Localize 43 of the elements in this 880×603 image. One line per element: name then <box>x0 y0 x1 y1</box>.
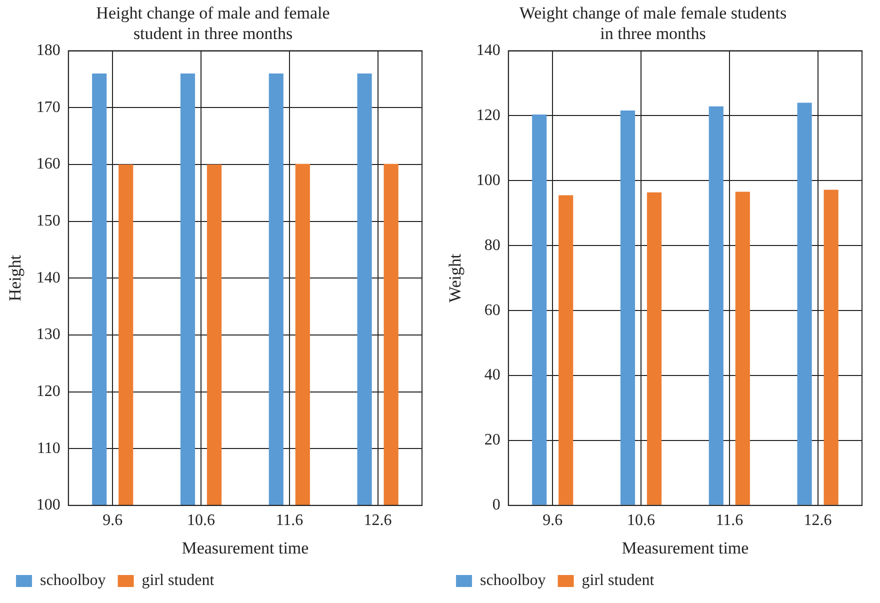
bar <box>620 110 636 505</box>
y-tick-label: 160 <box>36 156 60 173</box>
bar <box>824 190 838 505</box>
y-axis-title: Weight <box>446 253 465 302</box>
legend-label: schoolboy <box>40 572 106 590</box>
bar <box>646 192 662 505</box>
y-tick-label: 170 <box>36 98 60 116</box>
y-tick-label: 40 <box>484 366 500 384</box>
x-tick-label: 10.6 <box>187 512 215 530</box>
x-tick-label: 12.6 <box>364 512 392 530</box>
bar <box>558 195 574 505</box>
x-tick-label: 12.6 <box>804 512 832 530</box>
y-tick-label: 120 <box>476 106 500 124</box>
chart-title: Weight change of male female students in three months <box>519 4 787 44</box>
x-axis-title: Measurement time <box>182 538 309 558</box>
x-tick-label: 9.6 <box>542 512 563 530</box>
y-tick-label: 140 <box>476 42 500 60</box>
bar <box>735 192 750 505</box>
y-tick-label: 20 <box>484 432 500 449</box>
y-tick-label: 120 <box>36 382 60 400</box>
y-axis-title: Height <box>6 254 25 302</box>
legend-label: schoolboy <box>480 572 546 590</box>
y-tick-label: 80 <box>484 236 500 254</box>
y-tick-label: 180 <box>36 42 60 60</box>
y-tick-label: 110 <box>36 440 60 457</box>
x-tick-label: 11.6 <box>716 512 744 530</box>
y-tick-label: 140 <box>36 269 60 286</box>
x-tick-label: 10.6 <box>627 512 655 530</box>
y-tick-label: 100 <box>36 496 60 514</box>
y-tick-label: 0 <box>492 496 500 514</box>
y-tick-label: 100 <box>476 172 500 189</box>
legend-label: girl student <box>142 572 215 590</box>
y-tick-label: 150 <box>36 212 60 230</box>
chart-title: Height change of male and female student in three months <box>96 4 330 44</box>
bar <box>532 114 547 505</box>
x-tick-label: 9.6 <box>102 512 123 530</box>
x-axis-title: Measurement time <box>622 538 749 558</box>
legend-label: girl student <box>582 572 655 590</box>
y-tick-label: 130 <box>36 326 60 344</box>
x-tick-label: 11.6 <box>276 512 304 530</box>
y-tick-label: 60 <box>484 302 500 319</box>
bar <box>797 102 812 505</box>
bar <box>708 106 724 505</box>
